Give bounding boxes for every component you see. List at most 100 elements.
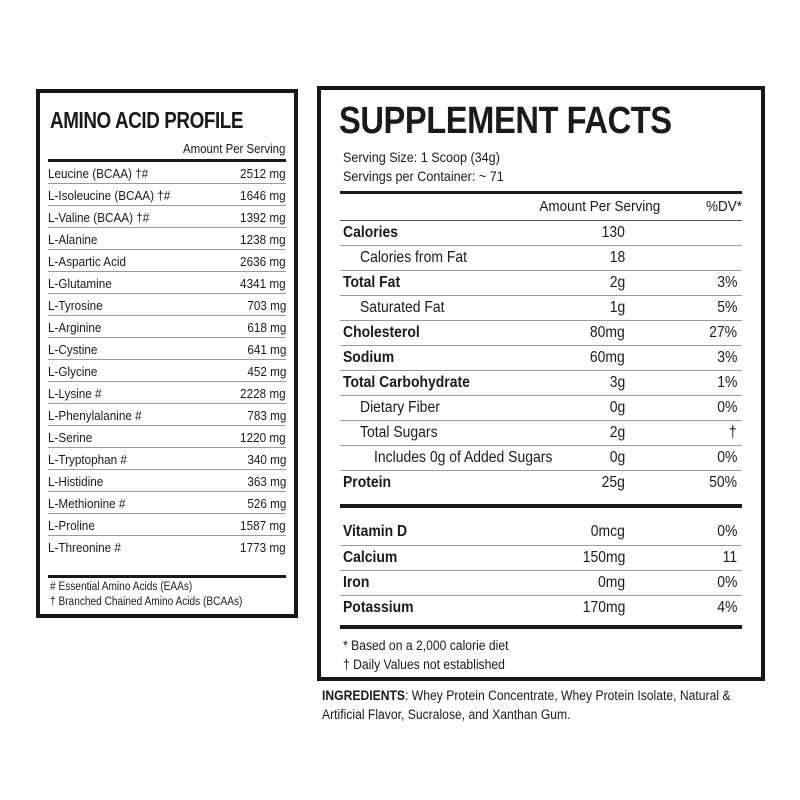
- nutrient-table: Calories 130 Calories from Fat 18 Total Fa…: [340, 220, 742, 495]
- mineral-label: Potassium: [343, 599, 414, 616]
- divider: [48, 159, 286, 162]
- amino-name: L-Threonine #: [48, 540, 121, 555]
- amino-name: L-Aspartic Acid: [48, 253, 127, 269]
- nutrient-row: Total Sugars 2g †: [340, 420, 742, 445]
- amino-row: L-Tyrosine 703 mg: [48, 294, 286, 316]
- ingredients-text: : Whey Protein Concentrate, Whey Protein…: [322, 688, 731, 722]
- amino-row: L-Glutamine 4341 mg: [48, 272, 286, 294]
- amino-row: L-Valine (BCAA) †# 1392 mg: [48, 206, 286, 228]
- nutrient-amount: 3g: [609, 374, 625, 391]
- nutrient-dv: 1%: [716, 374, 737, 391]
- mineral-dv: 4%: [716, 599, 737, 616]
- amino-name: Leucine (BCAA) †#: [48, 165, 149, 181]
- amount-column-header: Amount Per Serving: [539, 198, 660, 215]
- amino-name: L-Valine (BCAA) †#: [48, 209, 150, 225]
- amino-name: L-Phenylalanine #: [48, 407, 142, 423]
- supplement-facts-panel: SUPPLEMENT FACTS Serving Size: 1 Scoop (…: [317, 86, 765, 681]
- mineral-table: Vitamin D 0mcg 0% Calcium 150mg 11 Iron 0mg 0%…: [340, 520, 742, 620]
- amino-name: L-Proline: [48, 517, 95, 533]
- nutrient-amount: 1g: [609, 299, 625, 316]
- mineral-row: Iron 0mg 0%: [340, 570, 742, 595]
- amino-row: L-Serine 1220 mg: [48, 426, 286, 448]
- servings-per-container: Servings per Container: ~ 71: [343, 168, 504, 184]
- nutrient-row: Protein 25g 50%: [340, 470, 742, 495]
- amino-amount: 2512 mg: [240, 165, 286, 181]
- mineral-amount: 0mcg: [590, 523, 625, 540]
- nutrient-row: Saturated Fat 1g 5%: [340, 295, 742, 320]
- mineral-amount: 150mg: [582, 549, 625, 566]
- ingredients-label: INGREDIENTS: [322, 688, 406, 703]
- amino-row: L-Glycine 452 mg: [48, 360, 286, 382]
- amino-row: L-Histidine 363 mg: [48, 470, 286, 492]
- amino-name: L-Tryptophan #: [48, 451, 127, 467]
- amino-amount: 4341 mg: [240, 275, 286, 291]
- amino-column-header: Amount Per Serving: [182, 141, 285, 156]
- amino-acid-profile-panel: AMINO ACID PROFILE Amount Per Serving Le…: [36, 89, 298, 618]
- amino-amount: 2636 mg: [240, 253, 286, 269]
- amino-footnotes: # Essential Amino Acids (EAAs) † Branche…: [50, 580, 269, 610]
- facts-column-headers: Amount Per Serving %DV*: [340, 195, 742, 219]
- nutrient-amount: 0g: [609, 449, 625, 466]
- amino-row: L-Isoleucine (BCAA) †# 1646 mg: [48, 184, 286, 206]
- nutrient-row: Total Carbohydrate 3g 1%: [340, 370, 742, 395]
- amino-row: L-Lysine # 2228 mg: [48, 382, 286, 404]
- supplement-facts-title: SUPPLEMENT FACTS: [339, 100, 672, 142]
- nutrient-dv: 50%: [709, 474, 737, 491]
- footnote-calorie-diet: * Based on a 2,000 calorie diet: [343, 638, 509, 653]
- amino-name: L-Cystine: [48, 341, 98, 357]
- amino-amount: 618 mg: [246, 319, 286, 335]
- mineral-row: Potassium 170mg 4%: [340, 595, 742, 620]
- nutrient-label: Calories: [343, 224, 399, 241]
- nutrient-label: Cholesterol: [343, 324, 420, 341]
- footnote-bcaa: † Branched Chained Amino Acids (BCAAs): [50, 596, 243, 608]
- nutrient-amount: 18: [609, 249, 625, 266]
- mineral-row: Vitamin D 0mcg 0%: [340, 520, 742, 545]
- nutrient-amount: 2g: [609, 424, 625, 441]
- amino-name: L-Arginine: [48, 319, 102, 335]
- nutrient-label: Sodium: [343, 349, 395, 366]
- amino-name: L-Tyrosine: [48, 297, 103, 313]
- nutrient-amount: 0g: [609, 399, 625, 416]
- amino-amount: 1773 mg: [240, 540, 286, 555]
- nutrient-label: Saturated Fat: [360, 299, 445, 316]
- footnote-eaa: # Essential Amino Acids (EAAs): [50, 581, 193, 593]
- nutrient-amount: 80mg: [590, 324, 625, 341]
- amino-amount: 783 mg: [246, 407, 286, 423]
- nutrient-row: Dietary Fiber 0g 0%: [340, 395, 742, 420]
- amino-amount: 1238 mg: [240, 231, 286, 247]
- nutrient-amount: 60mg: [590, 349, 625, 366]
- amino-amount: 703 mg: [246, 297, 286, 313]
- amino-amount: 452 mg: [246, 363, 286, 379]
- amino-row: L-Tryptophan # 340 mg: [48, 448, 286, 470]
- nutrient-dv: 0%: [716, 399, 737, 416]
- nutrient-dv: 3%: [716, 274, 737, 291]
- nutrient-row: Calories from Fat 18: [340, 245, 742, 270]
- nutrient-label: Dietary Fiber: [360, 399, 440, 416]
- mineral-label: Calcium: [343, 549, 398, 566]
- nutrient-amount: 130: [601, 224, 625, 241]
- amino-row: L-Phenylalanine # 783 mg: [48, 404, 286, 426]
- amino-name: L-Alanine: [48, 231, 98, 247]
- amino-name: L-Histidine: [48, 473, 104, 489]
- divider: [48, 575, 286, 578]
- nutrient-row: Cholesterol 80mg 27%: [340, 320, 742, 345]
- amino-row: Leucine (BCAA) †# 2512 mg: [48, 162, 286, 184]
- amino-amount: 1220 mg: [240, 429, 286, 445]
- amino-profile-title: AMINO ACID PROFILE: [50, 107, 244, 133]
- amino-name: L-Serine: [48, 429, 93, 445]
- mineral-row: Calcium 150mg 11: [340, 545, 742, 570]
- amino-row: L-Aspartic Acid 2636 mg: [48, 250, 286, 272]
- amino-amount: 2228 mg: [240, 385, 286, 401]
- nutrient-label: Calories from Fat: [360, 249, 467, 266]
- serving-size: Serving Size: 1 Scoop (34g): [343, 149, 500, 165]
- nutrient-row: Calories 130: [340, 220, 742, 245]
- amino-name: L-Methionine #: [48, 495, 126, 511]
- nutrient-label: Includes 0g of Added Sugars: [374, 449, 553, 466]
- nutrient-dv: 5%: [716, 299, 737, 316]
- nutrient-amount: 25g: [601, 474, 625, 491]
- nutrient-dv: 3%: [716, 349, 737, 366]
- footnote-dv-not-established: † Daily Values not established: [343, 657, 505, 672]
- nutrient-label: Total Carbohydrate: [343, 374, 470, 391]
- nutrient-label: Total Fat: [343, 274, 401, 291]
- amino-name: L-Lysine #: [48, 385, 102, 401]
